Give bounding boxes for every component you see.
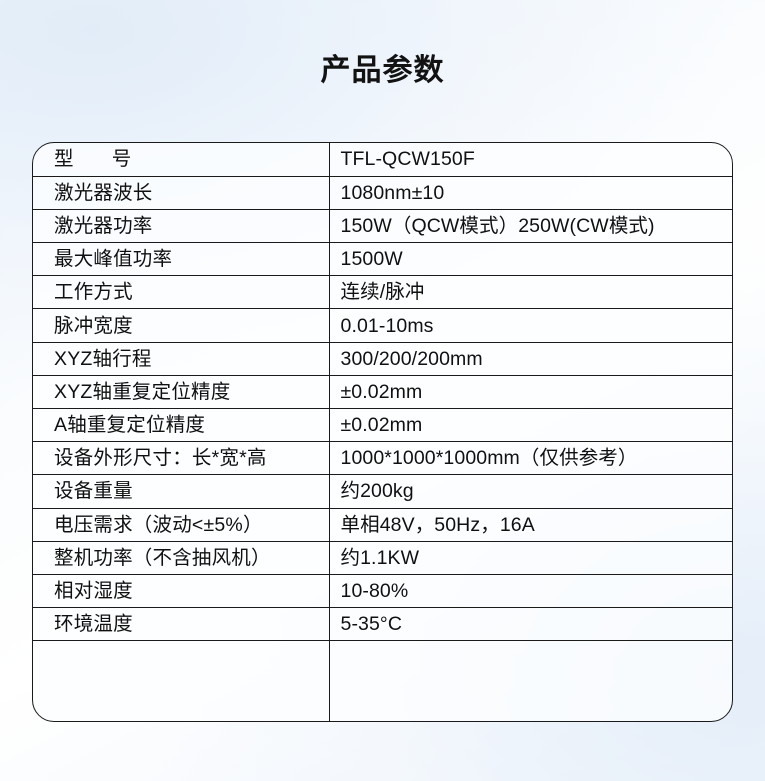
spec-label-cell: XYZ轴重复定位精度: [33, 375, 330, 410]
table-filler-row: [33, 640, 732, 721]
spec-value-cell: 1500W: [329, 242, 732, 277]
spec-label-cell: 设备重量: [33, 474, 330, 509]
table-filler-label-cell: [33, 640, 330, 721]
spec-label-cell: 脉冲宽度: [33, 308, 330, 343]
spec-value-cell: 约200kg: [329, 474, 732, 509]
table-row: 激光器功率 150W（QCW模式）250W(CW模式): [33, 209, 732, 244]
spec-label-cell: 最大峰值功率: [33, 242, 330, 277]
spec-label-cell: 电压需求（波动<±5%）: [33, 508, 330, 542]
spec-label-cell: 型号: [33, 143, 330, 177]
spec-value-cell: 1080nm±10: [329, 176, 732, 210]
table-row: 脉冲宽度 0.01-10ms: [33, 308, 732, 343]
table-row: 激光器波长 1080nm±10: [33, 176, 732, 210]
table-row: XYZ轴行程 300/200/200mm: [33, 342, 732, 376]
spec-table-container: 型号 TFL-QCW150F 激光器波长 1080nm±10 激光器功率 150W（QCW…: [32, 142, 733, 722]
table-row: 设备重量 约200kg: [33, 474, 732, 509]
table-row: 相对湿度 10-80%: [33, 574, 732, 609]
spec-label-cell: 相对湿度: [33, 574, 330, 609]
spec-label-cell: A轴重复定位精度: [33, 408, 330, 443]
spec-value-cell: 10-80%: [329, 574, 732, 609]
spec-table-body: 型号 TFL-QCW150F 激光器波长 1080nm±10 激光器功率 150W（QCW…: [33, 143, 732, 721]
page-title: 产品参数: [320, 54, 445, 87]
spec-value-cell: 连续/脉冲: [329, 275, 732, 310]
table-filler-value-cell: [329, 641, 732, 721]
spec-label-cell: 整机功率（不含抽风机）: [33, 541, 330, 575]
table-row: 整机功率（不含抽风机） 约1.1KW: [33, 541, 732, 575]
model-label-char-2: 号: [111, 148, 132, 171]
table-row: 设备外形尺寸：长*宽*高 1000*1000*1000mm（仅供参考）: [33, 441, 732, 476]
spec-label-cell: 激光器功率: [33, 209, 330, 244]
spec-value-cell: 单相48V，50Hz，16A: [329, 508, 732, 542]
spec-value-cell: ±0.02mm: [329, 375, 732, 410]
spec-label-cell: 设备外形尺寸：长*宽*高: [33, 441, 330, 476]
table-row: 型号 TFL-QCW150F: [33, 143, 732, 177]
spec-label-cell: 环境温度: [33, 607, 330, 642]
spec-label-cell: 激光器波长: [33, 176, 330, 210]
spec-label-cell: 工作方式: [33, 275, 330, 310]
model-label-char-1: 型: [54, 148, 74, 171]
table-row: 环境温度 5-35°C: [33, 607, 732, 642]
spec-value-cell: 5-35°C: [329, 607, 732, 642]
table-row: 最大峰值功率 1500W: [33, 242, 732, 277]
spec-value-cell: TFL-QCW150F: [329, 143, 732, 177]
table-row: XYZ轴重复定位精度 ±0.02mm: [33, 375, 732, 410]
product-spec-table: 型号 TFL-QCW150F 激光器波长 1080nm±10 激光器功率 150W（QCW…: [33, 143, 732, 721]
spec-label-cell: XYZ轴行程: [33, 342, 330, 376]
table-row: 工作方式 连续/脉冲: [33, 275, 732, 310]
table-row: A轴重复定位精度 ±0.02mm: [33, 408, 732, 443]
spec-value-cell: 约1.1KW: [329, 541, 732, 575]
table-row: 电压需求（波动<±5%） 单相48V，50Hz，16A: [33, 508, 732, 542]
spec-value-cell: 300/200/200mm: [329, 342, 732, 376]
spec-value-cell: 1000*1000*1000mm（仅供参考）: [329, 441, 732, 476]
spec-value-cell: 0.01-10ms: [329, 308, 732, 343]
spec-value-cell: 150W（QCW模式）250W(CW模式): [329, 209, 732, 244]
spec-value-cell: ±0.02mm: [329, 408, 732, 443]
